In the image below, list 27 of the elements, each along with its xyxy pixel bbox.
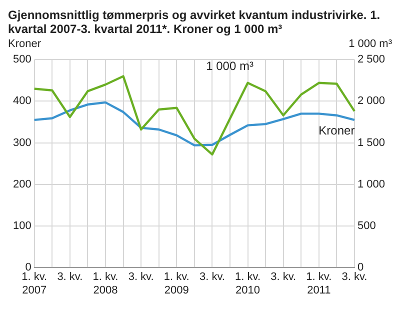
x-tick-label: 3. kv. — [270, 271, 296, 284]
x-tick-label: 3. kv. — [199, 271, 225, 284]
x-tick-label: 3. kv. — [57, 271, 83, 284]
x-tick-label: 3. kv. — [128, 271, 154, 284]
y-tick-label: 200 — [12, 178, 32, 190]
y-tick-label: 400 — [12, 95, 32, 108]
y2-tick-label: 0 — [357, 262, 364, 274]
y-axis-title: Kroner — [8, 38, 42, 50]
x-tick-label: 1. kv. 2009 — [164, 271, 190, 296]
series-label: 1 000 m³ — [206, 59, 254, 74]
x-tick-label: 1. kv. 2011 — [306, 271, 332, 296]
y2-tick-label: 2 500 — [357, 54, 386, 66]
y-tick-label: 0 — [25, 262, 32, 274]
y-tick-label: 300 — [12, 136, 32, 149]
x-tick-label: 1. kv. 2007 — [22, 271, 48, 296]
y-tick-label: 500 — [12, 54, 32, 66]
y2-tick-label: 2 000 — [357, 95, 386, 108]
x-tick-label: 1. kv. 2008 — [92, 271, 118, 296]
series-label: Kroner — [318, 124, 355, 138]
y2-tick-label: 500 — [357, 220, 376, 232]
y2-axis-title: 1 000 m³ — [348, 38, 392, 50]
y2-tick-label: 1 500 — [357, 136, 386, 149]
y-tick-label: 100 — [12, 220, 32, 232]
y2-tick-label: 1 000 — [357, 178, 386, 190]
x-tick-label: 3. kv. — [342, 271, 368, 284]
x-tick-label: 1. kv. 2010 — [235, 271, 261, 296]
chart-title: Gjennomsnittlig tømmerpris og avvirket kvantum industrivirke. 1. kvartal 2007-3. kvartal 2011*. Kroner og 1 000 m³ — [8, 8, 382, 36]
